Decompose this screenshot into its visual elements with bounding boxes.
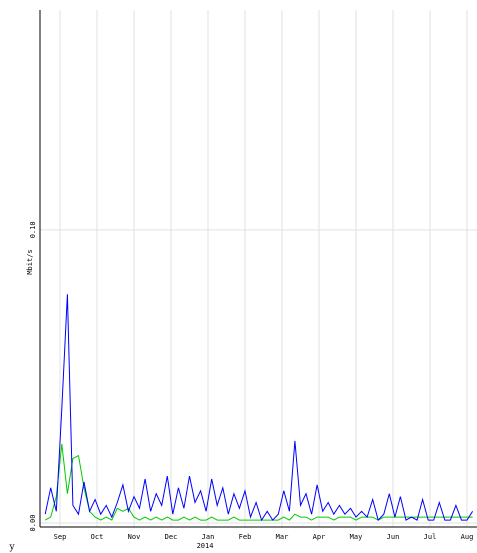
x-tick-label: Feb	[239, 533, 252, 541]
year-label: 2014	[197, 542, 214, 550]
x-tick-label: Jul	[424, 533, 437, 541]
series-line	[44, 294, 474, 522]
y-tick-label: 0.00	[29, 515, 37, 532]
x-tick-label: May	[350, 533, 363, 541]
x-tick-label: Oct	[91, 533, 104, 541]
x-tick-label: Aug	[461, 533, 474, 541]
y-axis-label: Mbit/s	[26, 249, 34, 274]
y-tick-label: 0.10	[29, 221, 37, 238]
series-line	[44, 443, 473, 521]
x-tick-label: Dec	[165, 533, 178, 541]
x-tick-label: Nov	[128, 533, 141, 541]
stray-label: y	[8, 543, 15, 553]
x-tick-label: Jun	[387, 533, 400, 541]
x-tick-label: Mar	[276, 533, 289, 541]
x-tick-label: Jan	[202, 533, 215, 541]
x-tick-label: Sep	[54, 533, 67, 541]
x-tick-label: Apr	[313, 533, 326, 541]
